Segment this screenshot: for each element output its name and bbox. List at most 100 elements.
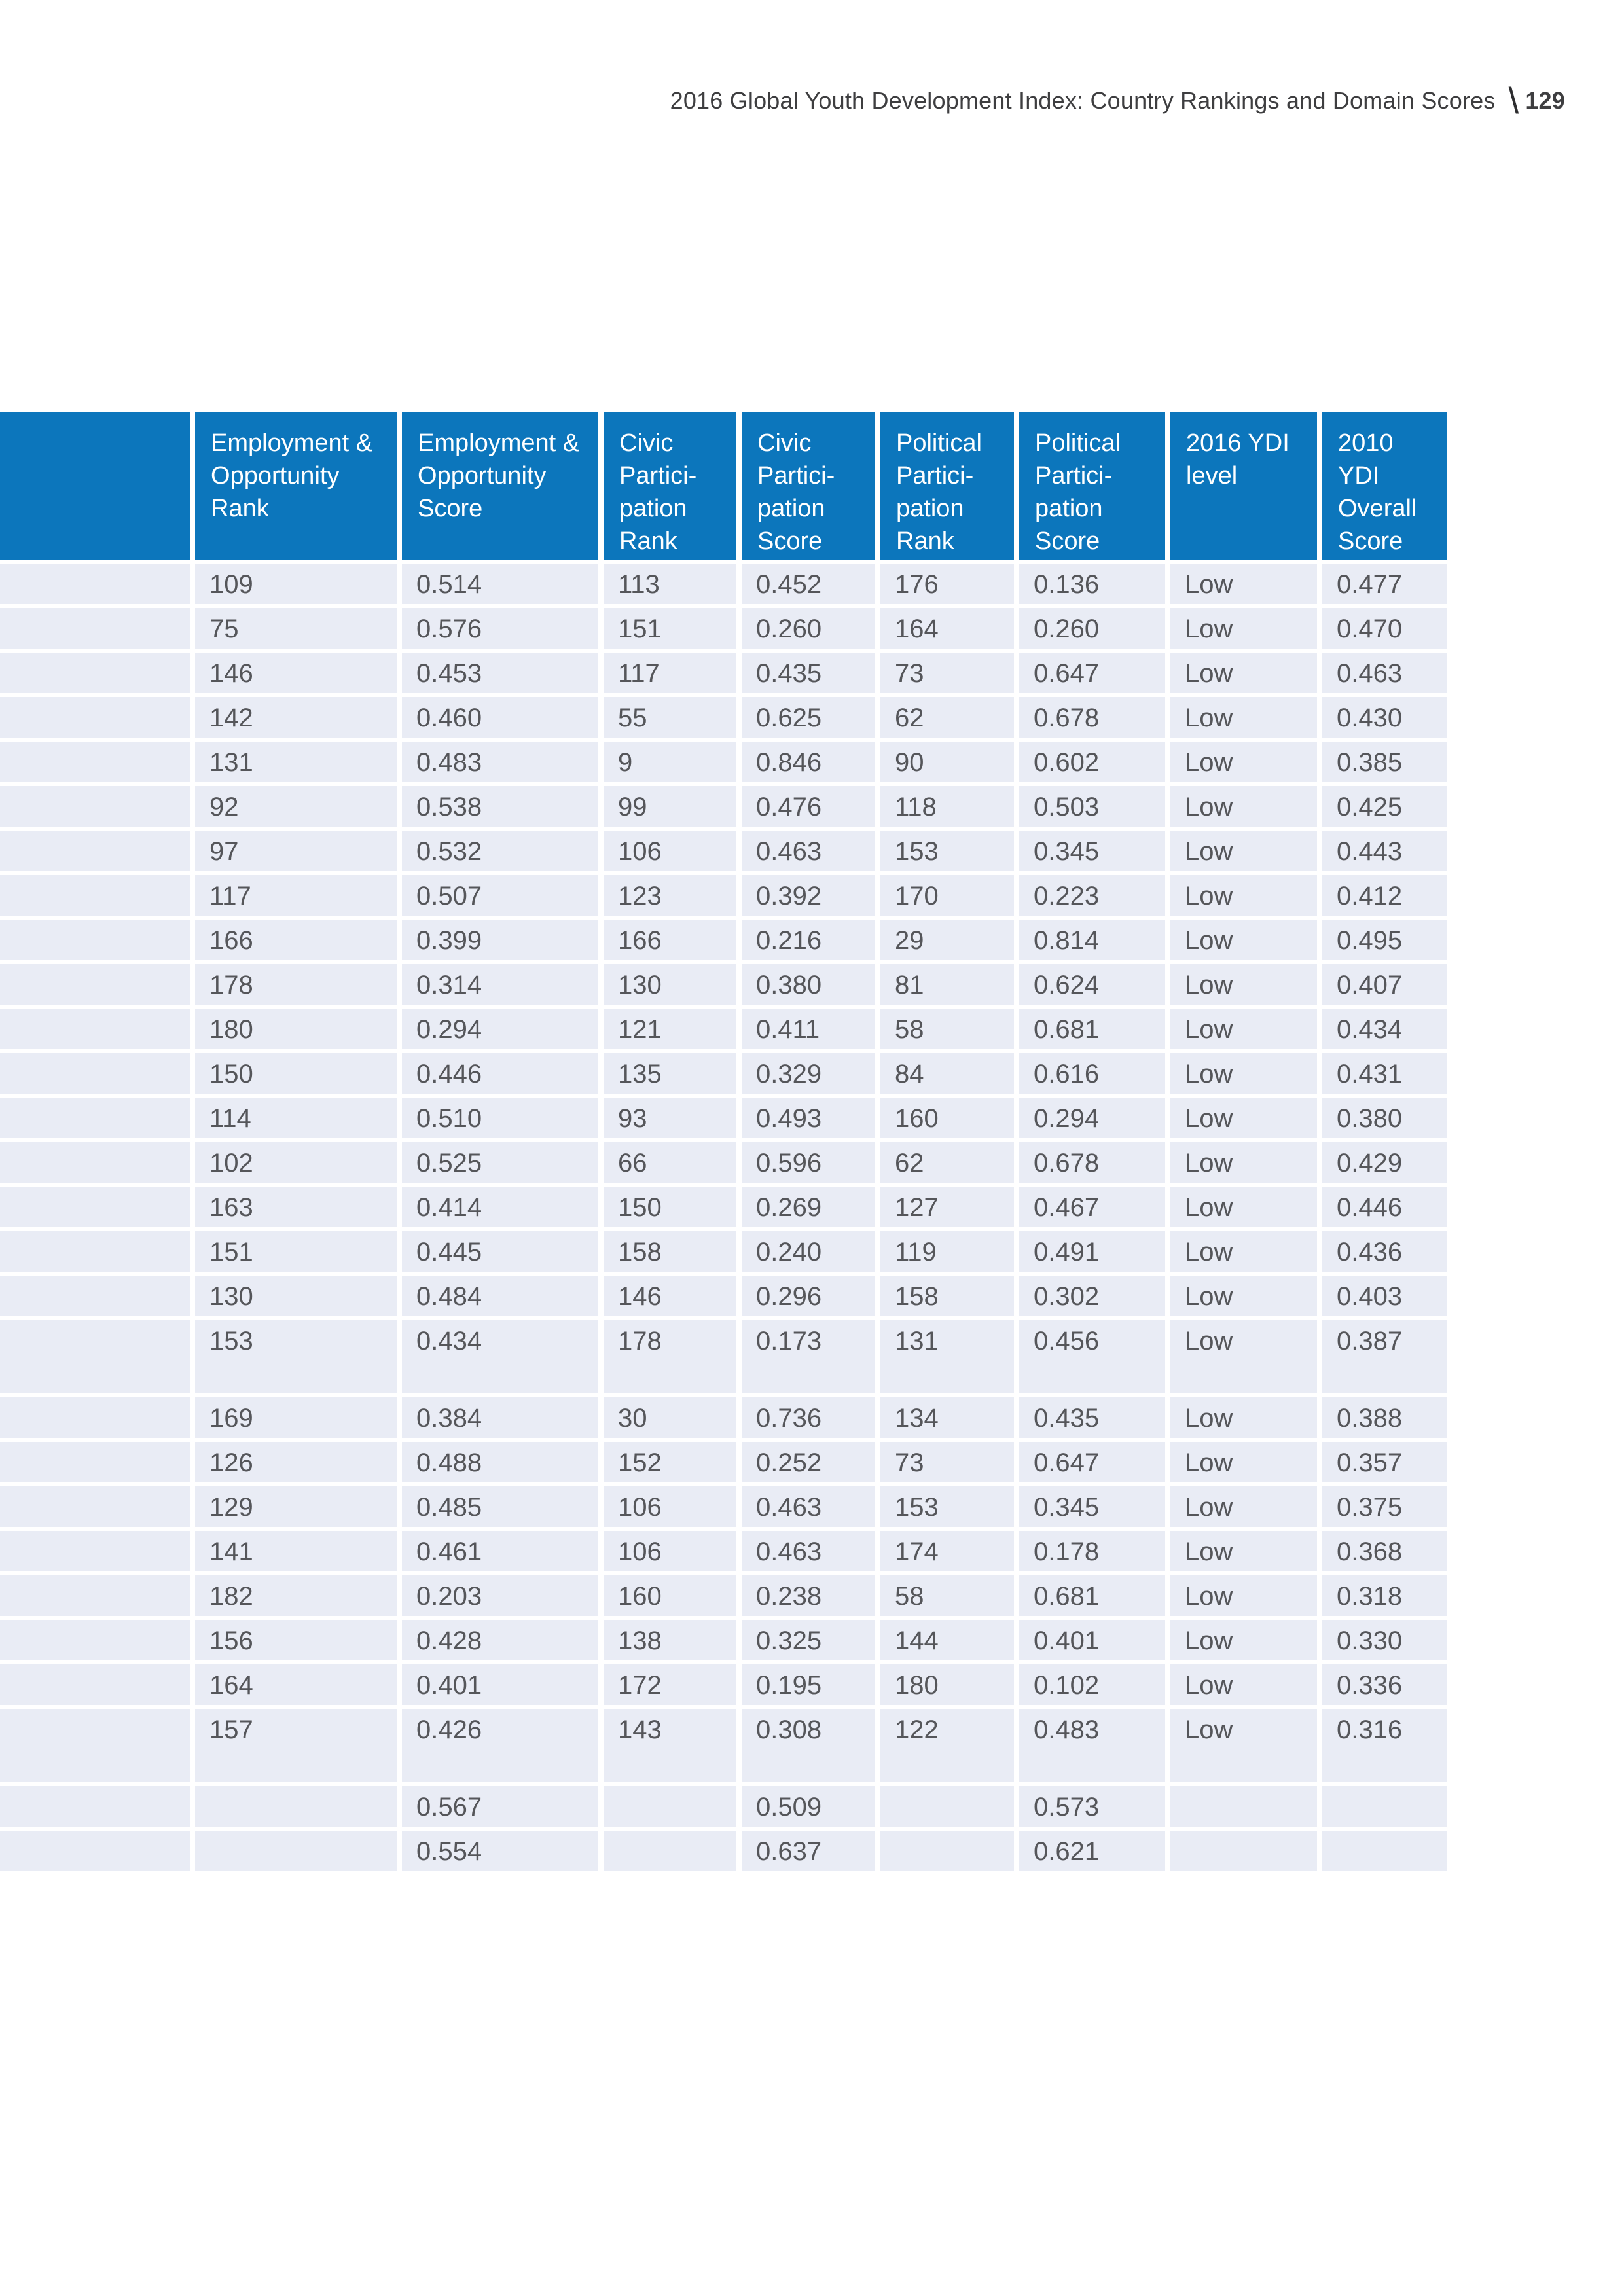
- cell-emp-rank: 150: [195, 1053, 397, 1094]
- cell-civic-rank: 99: [604, 786, 736, 827]
- cell-ydi-2010: 0.380: [1322, 1098, 1447, 1138]
- table-row: 146 0.453 117 0.435 73 0.647 Low 0.463: [0, 653, 1447, 693]
- page-title: 2016 Global Youth Development Index: Cou…: [670, 87, 1496, 114]
- cell-country: [0, 1397, 190, 1438]
- cell-country: [0, 1187, 190, 1227]
- cell-pol-score: 0.223: [1019, 875, 1165, 916]
- cell-emp-rank: 129: [195, 1486, 397, 1527]
- cell-pol-score: 0.401: [1019, 1620, 1165, 1660]
- cell-country: [0, 920, 190, 960]
- cell-civic-score: 0.625: [742, 697, 875, 738]
- cell-emp-rank: 97: [195, 831, 397, 871]
- cell-ydi-2010: 0.385: [1322, 742, 1447, 782]
- cell-country: [0, 1142, 190, 1183]
- cell-ydi-2010: 0.443: [1322, 831, 1447, 871]
- cell-pol-score: 0.467: [1019, 1187, 1165, 1227]
- cell-emp-rank: 126: [195, 1442, 397, 1482]
- cell-country: [0, 1320, 190, 1393]
- cell-emp-score: 0.401: [402, 1664, 598, 1705]
- cell-ydi-level: Low: [1170, 1531, 1317, 1571]
- cell-civic-rank: 55: [604, 697, 736, 738]
- summary-row: 0.567 0.509 0.573: [0, 1786, 1447, 1827]
- cell-ydi-level: Low: [1170, 920, 1317, 960]
- cell-emp-rank: 180: [195, 1009, 397, 1049]
- cell-ydi-2010: 0.436: [1322, 1231, 1447, 1272]
- cell-pol-rank: 170: [880, 875, 1014, 916]
- cell-ydi-2010: 0.431: [1322, 1053, 1447, 1094]
- cell-country: [0, 964, 190, 1005]
- cell-civic-score: 0.252: [742, 1442, 875, 1482]
- table-row: 129 0.485 106 0.463 153 0.345 Low 0.375: [0, 1486, 1447, 1527]
- header-cell-ydi-level: 2016 YDI level: [1170, 412, 1317, 560]
- cell-civic-score: 0.736: [742, 1397, 875, 1438]
- cell-pol-score: 0.678: [1019, 1142, 1165, 1183]
- cell-pol-score: 0.602: [1019, 742, 1165, 782]
- cell-ydi-2010: 0.387: [1322, 1320, 1447, 1393]
- cell-civic-rank: 93: [604, 1098, 736, 1138]
- cell-pol-score: 0.294: [1019, 1098, 1165, 1138]
- cell-pol-rank: 174: [880, 1531, 1014, 1571]
- cell-country: [0, 1098, 190, 1138]
- cell-ydi-level: Low: [1170, 1664, 1317, 1705]
- cell-civic-score: 0.195: [742, 1664, 875, 1705]
- cell-ydi-level: Low: [1170, 1231, 1317, 1272]
- cell-civic-score: 0.308: [742, 1709, 875, 1782]
- cell-emp-score: 0.507: [402, 875, 598, 916]
- cell-emp-score: 0.576: [402, 608, 598, 649]
- cell-ydi-level: Low: [1170, 1397, 1317, 1438]
- header-cell-emp-rank: Employment & Opportunity Rank: [195, 412, 397, 560]
- cell-ydi-2010: 0.375: [1322, 1486, 1447, 1527]
- cell-pol-rank: [880, 1786, 1014, 1827]
- cell-pol-rank: 158: [880, 1276, 1014, 1316]
- cell-emp-score: 0.399: [402, 920, 598, 960]
- cell-pol-rank: 81: [880, 964, 1014, 1005]
- cell-civic-score: 0.173: [742, 1320, 875, 1393]
- cell-ydi-2010: 0.412: [1322, 875, 1447, 916]
- cell-civic-rank: 117: [604, 653, 736, 693]
- cell-pol-score: 0.491: [1019, 1231, 1165, 1272]
- cell-civic-rank: 166: [604, 920, 736, 960]
- cell-emp-score: 0.414: [402, 1187, 598, 1227]
- cell-emp-rank: 102: [195, 1142, 397, 1183]
- cell-civic-rank: 106: [604, 1531, 736, 1571]
- cell-pol-rank: 119: [880, 1231, 1014, 1272]
- cell-pol-rank: 144: [880, 1620, 1014, 1660]
- cell-pol-rank: 134: [880, 1397, 1014, 1438]
- cell-country: [0, 1276, 190, 1316]
- cell-civic-rank: 66: [604, 1142, 736, 1183]
- cell-emp-score: 0.525: [402, 1142, 598, 1183]
- cell-civic-rank: 178: [604, 1320, 736, 1393]
- page-header: 2016 Global Youth Development Index: Cou…: [670, 82, 1565, 119]
- table-row: 141 0.461 106 0.463 174 0.178 Low 0.368: [0, 1531, 1447, 1571]
- cell-civic-score: 0.329: [742, 1053, 875, 1094]
- cell-ydi-2010: 0.463: [1322, 653, 1447, 693]
- cell-pol-score: 0.435: [1019, 1397, 1165, 1438]
- cell-ydi-level: Low: [1170, 1009, 1317, 1049]
- cell-ydi-2010: 0.407: [1322, 964, 1447, 1005]
- table-row: 131 0.483 9 0.846 90 0.602 Low 0.385: [0, 742, 1447, 782]
- cell-pol-score: 0.260: [1019, 608, 1165, 649]
- cell-country: [0, 697, 190, 738]
- cell-civic-score: 0.493: [742, 1098, 875, 1138]
- cell-ydi-2010: 0.429: [1322, 1142, 1447, 1183]
- cell-country: [0, 1620, 190, 1660]
- cell-ydi-level: Low: [1170, 1486, 1317, 1527]
- cell-pol-score: 0.624: [1019, 964, 1165, 1005]
- cell-civic-rank: 150: [604, 1187, 736, 1227]
- cell-ydi-2010: [1322, 1831, 1447, 1871]
- cell-ydi-level: [1170, 1786, 1317, 1827]
- cell-civic-score: 0.238: [742, 1575, 875, 1616]
- cell-pol-score: 0.345: [1019, 1486, 1165, 1527]
- cell-civic-rank: 123: [604, 875, 736, 916]
- summary-row: 0.554 0.637 0.621: [0, 1831, 1447, 1871]
- cell-emp-score: 0.483: [402, 742, 598, 782]
- table-row: 180 0.294 121 0.411 58 0.681 Low 0.434: [0, 1009, 1447, 1049]
- cell-pol-rank: 62: [880, 1142, 1014, 1183]
- cell-civic-score: 0.269: [742, 1187, 875, 1227]
- header-cell-pol-rank: Political Partici- pation Rank: [880, 412, 1014, 560]
- cell-pol-rank: 153: [880, 1486, 1014, 1527]
- slash-separator: \: [1508, 80, 1519, 121]
- table-row: 102 0.525 66 0.596 62 0.678 Low 0.429: [0, 1142, 1447, 1183]
- cell-country: [0, 1575, 190, 1616]
- cell-emp-score: 0.384: [402, 1397, 598, 1438]
